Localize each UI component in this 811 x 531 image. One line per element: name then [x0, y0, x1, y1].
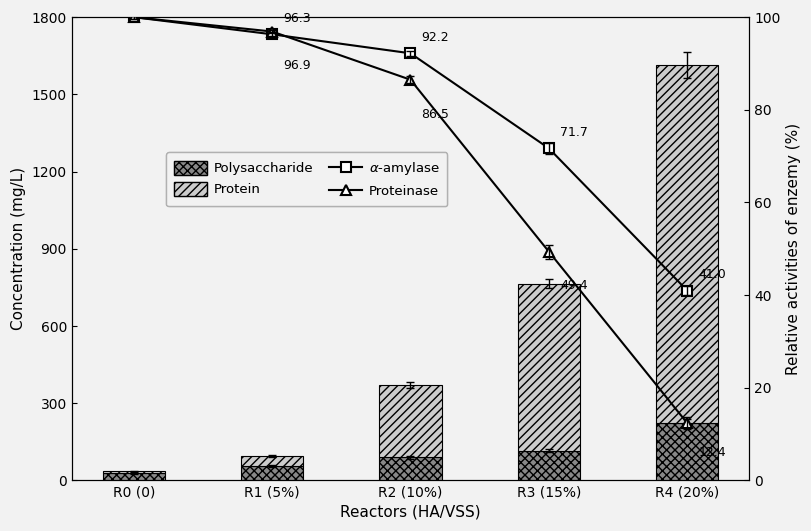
Line: $\alpha$-amylase: $\alpha$-amylase [129, 12, 691, 295]
Bar [517, 451, 579, 481]
Bar [379, 385, 441, 457]
Bar [517, 284, 579, 451]
Text: 96.3: 96.3 [283, 12, 311, 25]
Bar [102, 471, 165, 473]
Bar [102, 473, 165, 481]
Bar [655, 423, 718, 481]
$\alpha$-amylase [267, 31, 277, 38]
$\alpha$-amylase [405, 50, 414, 56]
Text: 49.4: 49.4 [560, 279, 587, 293]
$\alpha$-amylase [129, 14, 139, 20]
Bar [241, 456, 303, 466]
$\alpha$-amylase [543, 145, 553, 151]
Line: Proteinase: Proteinase [129, 12, 691, 428]
Proteinase [681, 420, 691, 426]
Text: 71.7: 71.7 [560, 126, 587, 139]
Legend: Polysaccharide, Protein, $\alpha$-amylase, Proteinase: Polysaccharide, Protein, $\alpha$-amylas… [166, 152, 447, 206]
Text: 41.0: 41.0 [697, 268, 725, 281]
Proteinase [405, 76, 414, 83]
Proteinase [129, 14, 139, 20]
Text: 12.4: 12.4 [697, 446, 725, 459]
$\alpha$-amylase [681, 287, 691, 294]
X-axis label: Reactors (HA/VSS): Reactors (HA/VSS) [340, 505, 480, 520]
Proteinase [267, 28, 277, 35]
Y-axis label: Concentration (mg/L): Concentration (mg/L) [11, 167, 26, 330]
Proteinase [543, 249, 553, 255]
Text: 92.2: 92.2 [421, 31, 448, 44]
Text: 86.5: 86.5 [421, 107, 448, 121]
Bar [655, 65, 718, 423]
Bar [241, 466, 303, 481]
Text: 96.9: 96.9 [283, 59, 311, 72]
Bar [379, 457, 441, 481]
Y-axis label: Relative activities of enzemy (%): Relative activities of enzemy (%) [785, 123, 800, 375]
